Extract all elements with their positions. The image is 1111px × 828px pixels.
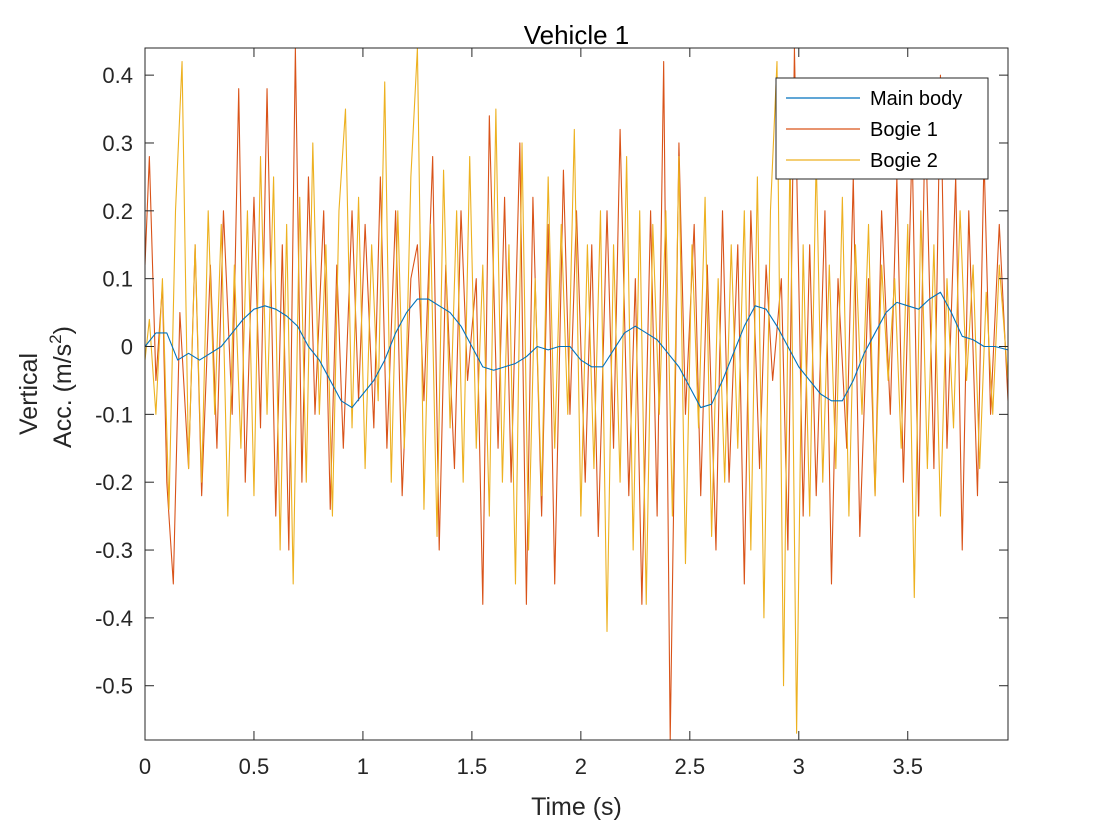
- legend-label: Bogie 1: [870, 119, 938, 141]
- y-axis-label-line2: Acc. (m/s2): [46, 326, 77, 448]
- y-axis-label: Vertical Acc. (m/s2): [15, 326, 77, 448]
- x-tick-label: 3.5: [892, 754, 923, 779]
- y-tick-label: -0.3: [95, 538, 133, 563]
- y-tick-label: 0: [121, 335, 133, 360]
- x-tick-label: 1: [357, 754, 369, 779]
- x-tick-label: 2.5: [675, 754, 706, 779]
- y-axis-label-line1: Vertical: [15, 353, 43, 435]
- y-axis-label-superscript: 2: [46, 334, 65, 343]
- y-tick-label: 0.4: [102, 63, 133, 88]
- x-tick-label: 3: [793, 754, 805, 779]
- series-line-bogie-2: [145, 48, 1008, 734]
- y-axis-label-suffix: ): [49, 326, 77, 334]
- y-tick-label: 0.1: [102, 267, 133, 292]
- series-line-bogie-1: [145, 48, 1008, 740]
- axes-box: [144, 47, 1009, 741]
- x-tick-label: 0: [139, 754, 151, 779]
- axes: 0 0.5 1 1.5 2 2.5 3 3.5 -0.5 -0.4 -0.3 -0.2 -0.1 0 0.1…: [95, 47, 1009, 779]
- series-line-main-body: [145, 291, 1008, 409]
- x-tick-label: 1.5: [457, 754, 488, 779]
- legend: Main body Bogie 1 Bogie 2: [775, 77, 989, 180]
- y-tick-label: -0.4: [95, 606, 133, 631]
- y-tick-label: 0.3: [102, 131, 133, 156]
- legend-label: Main body: [870, 88, 962, 110]
- chart-title: Vehicle 1: [524, 20, 630, 50]
- x-axis-label: Time (s): [531, 793, 622, 821]
- y-tick-label: 0.2: [102, 199, 133, 224]
- y-axis-label-prefix: Acc. (m/s: [49, 344, 77, 448]
- series-group: [145, 48, 1008, 740]
- legend-label: Bogie 2: [870, 150, 938, 172]
- x-tick-label: 2: [575, 754, 587, 779]
- y-tick-label: -0.5: [95, 674, 133, 699]
- y-tick-label: -0.1: [95, 402, 133, 427]
- y-tick-label: -0.2: [95, 470, 133, 495]
- x-tick-label: 0.5: [239, 754, 270, 779]
